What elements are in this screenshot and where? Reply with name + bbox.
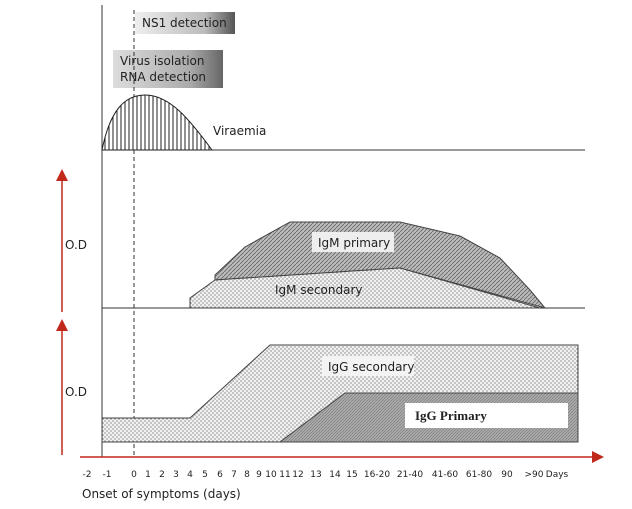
x-tick-label: 8 <box>244 470 250 480</box>
x-tick-label: 7 <box>231 470 237 480</box>
igg-secondary-label: IgG secondary <box>328 360 414 374</box>
viraemia-curve <box>101 94 213 151</box>
x-tick-label: 13 <box>310 470 321 480</box>
igm-secondary-label: IgM secondary <box>275 283 363 297</box>
virus-label: RNA detection <box>120 70 206 84</box>
x-tick-label: 90 <box>501 470 513 480</box>
ns1-box <box>135 12 235 34</box>
igm-secondary-area <box>189 267 541 309</box>
x-tick-label: 16-20 <box>364 470 390 480</box>
virus-label: Virus isolation <box>120 54 205 68</box>
x-tick-label: 21-40 <box>397 470 423 480</box>
x-tick-label: 10 <box>265 470 277 480</box>
x-tick-label: 11 <box>279 470 290 480</box>
x-tick-label: 14 <box>329 470 341 480</box>
x-tick-label: 2 <box>159 470 165 480</box>
x-tick-label: 9 <box>256 470 262 480</box>
virus-box <box>113 50 223 88</box>
x-tick-label: 6 <box>217 470 223 480</box>
x-tick-label: 61-80 <box>466 470 492 480</box>
x-tick-label: 41-60 <box>432 470 458 480</box>
label-box <box>312 232 394 252</box>
y-label: O.D <box>65 238 87 252</box>
x-tick-label: -1 <box>103 470 112 480</box>
x-tick-label: 4 <box>187 470 193 480</box>
y-label: O.D <box>65 385 87 399</box>
label-box <box>322 356 414 376</box>
x-tick-label: 15 <box>346 470 357 480</box>
x-tick-label: 5 <box>202 470 208 480</box>
igg-primary-label: IgG Primary <box>415 408 487 423</box>
label-box <box>405 403 568 428</box>
x-tick-label: 0 <box>131 470 137 480</box>
viraemia-label: Viraemia <box>213 124 266 138</box>
ns1-label: NS1 detection <box>142 16 227 30</box>
x-tick-label: -2 <box>83 470 92 480</box>
x-tick-label: Days <box>546 470 569 480</box>
x-tick-label: 12 <box>292 470 303 480</box>
igm-primary-label: IgM primary <box>318 236 390 250</box>
x-axis-title: Onset of symptoms (days) <box>82 487 241 501</box>
x-tick-label: >90 <box>525 470 544 480</box>
x-tick-label: 1 <box>145 470 151 480</box>
x-tick-label: 3 <box>173 470 179 480</box>
